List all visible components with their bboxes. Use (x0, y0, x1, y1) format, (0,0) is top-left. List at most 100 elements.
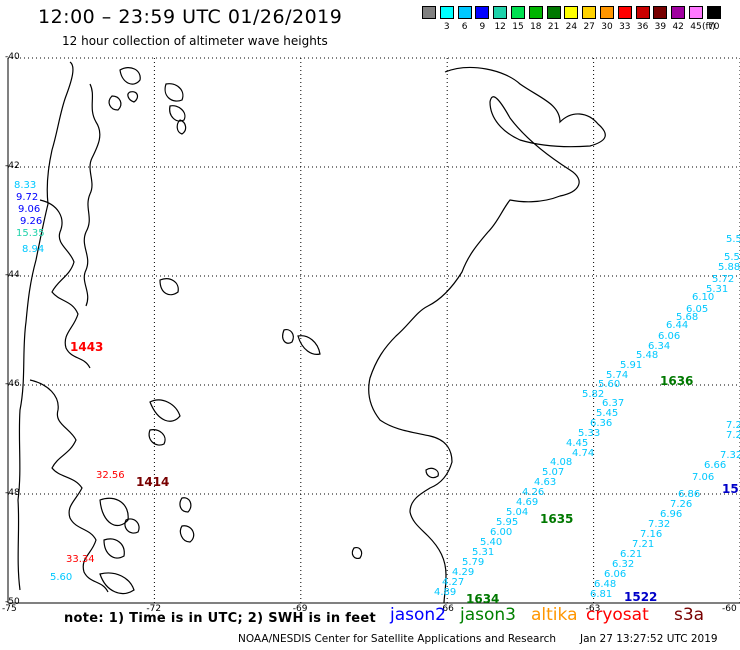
legend-swatch (671, 6, 686, 19)
satellite-label: altika (531, 605, 578, 625)
satellite-label: s3a (674, 605, 705, 625)
legend-swatch (582, 6, 597, 19)
legend-tick-label: 30 (601, 22, 613, 32)
wave-height-observation: 7.16 (640, 529, 663, 540)
longitude-label: -69 (292, 604, 308, 614)
pass-time-label: 151 (722, 482, 740, 496)
pass-time-label: 1635 (540, 512, 574, 526)
chile-islands-k (103, 538, 125, 559)
chile-islands-f (108, 95, 122, 111)
chile-islands-b (164, 83, 184, 102)
wave-height-observation: 7.26 (670, 499, 693, 510)
pass-time-label: 1636 (660, 374, 694, 388)
legend-swatch (528, 6, 543, 19)
wave-height-observation: 33.34 (66, 554, 95, 565)
lat-lon-grid (7, 57, 740, 604)
legend-swatch (600, 6, 614, 19)
wave-height-observation: 5.95 (496, 517, 519, 528)
legend-tick-label: 27 (583, 22, 595, 32)
wave-height-observation: 5.88 (718, 262, 740, 273)
wave-height-observation: 6.05 (686, 304, 709, 315)
wave-height-observation: 15.35 (16, 228, 45, 239)
chile-islands-m (179, 497, 192, 513)
wave-height-observation: 7.2 (726, 420, 740, 431)
argentina-coast (368, 66, 606, 604)
wave-height-observation: 6.48 (594, 579, 617, 590)
pass-time-label: 1634 (466, 592, 500, 606)
legend-unit-label: (ft) (702, 22, 716, 32)
wave-height-observation: 8.94 (22, 244, 45, 255)
wave-height-observation: 5.31 (706, 284, 729, 295)
chile-islands-h (149, 399, 181, 422)
wave-height-observation: 4.29 (452, 567, 475, 578)
legend-tick-label: 70 (708, 22, 720, 32)
latitude-label: -42 (5, 161, 20, 171)
wave-height-observation: 5.82 (582, 389, 605, 400)
wave-height-observation: 7.32 (648, 519, 671, 530)
wave-height-observation: 6.36 (590, 418, 613, 429)
legend-swatch (653, 6, 668, 19)
wave-height-observation: 4.08 (550, 457, 573, 468)
generation-timestamp: Jan 27 13:27:52 UTC 2019 (580, 633, 718, 645)
chile-islands-i (148, 429, 166, 446)
legend-tick-label: 18 (530, 22, 542, 32)
chile-islands-l (99, 572, 135, 595)
wave-height-observation: 5.72 (712, 274, 735, 285)
wave-height-observation: 5.5 (726, 234, 740, 245)
wave-height-observation: 4.27 (442, 577, 465, 588)
latitude-label: -40 (5, 52, 20, 62)
wave-height-observation: 7.32 (720, 450, 740, 461)
wave-height-observation: 4.69 (516, 497, 539, 508)
legend-tick-label: 3 (443, 22, 450, 32)
wave-height-observation: 5.40 (480, 537, 503, 548)
wave-height-observation: 6.81 (590, 589, 613, 600)
legend-tick-label: 39 (654, 22, 667, 32)
wave-height-observation: 6.34 (648, 341, 671, 352)
wave-height-observation: 6.06 (658, 331, 681, 342)
wave-height-observation: 5.91 (620, 360, 643, 371)
wave-height-observation: 4.63 (534, 477, 557, 488)
legend-swatch (422, 6, 436, 19)
legend-swatch (439, 6, 454, 19)
wave-height-observation: 5.45 (596, 408, 619, 419)
chile-islands-d (176, 119, 187, 135)
wave-height-observation: 5.60 (50, 572, 73, 583)
legend-tick-label: 42 (672, 22, 684, 32)
legend-swatch (511, 6, 525, 19)
coastline (17, 61, 606, 604)
latitude-label: -48 (5, 488, 20, 498)
wave-height-observation: 9.06 (18, 204, 41, 215)
chile-islands-c (169, 105, 186, 122)
legend-tick-label: 9 (479, 22, 486, 32)
credit-line: NOAA/NESDIS Center for Satellite Applica… (238, 633, 556, 645)
latitude-label: -46 (5, 379, 20, 389)
chile-coast-north (17, 61, 74, 591)
legend-swatch (546, 6, 561, 19)
latitude-label: -44 (5, 270, 20, 280)
longitude-label: -63 (585, 604, 601, 614)
chile-fjords-1 (39, 199, 91, 369)
legend-tick-label: 36 (636, 22, 649, 32)
chile-islands-g (159, 278, 179, 296)
legend-tick-label: 12 (494, 22, 506, 32)
wave-height-observation: 6.10 (692, 292, 715, 303)
legend-swatch (635, 6, 650, 19)
chile-islands-o (124, 518, 140, 534)
wave-height-observation: 7.06 (692, 472, 715, 483)
pass-time-label: 1414 (136, 475, 170, 489)
wave-height-observation: 6.37 (602, 398, 625, 409)
wave-height-observation: 5.31 (472, 547, 495, 558)
longitude-label: -60 (722, 604, 737, 614)
latitude-label: -50 (5, 597, 20, 607)
chile-fjords-3 (29, 379, 109, 593)
argentina-lake-a (282, 329, 294, 344)
longitude-label: -66 (439, 604, 454, 614)
wave-height-observation: 4.89 (434, 587, 457, 598)
argentina-lake-c (351, 547, 363, 559)
wave-height-observation: 8.33 (14, 180, 37, 191)
legend-swatch (617, 6, 632, 19)
wave-height-observation: 6.00 (490, 527, 513, 538)
chart-subtitle: 12 hour collection of altimeter wave hei… (62, 34, 328, 48)
legend-tick-label: 15 (512, 22, 524, 32)
